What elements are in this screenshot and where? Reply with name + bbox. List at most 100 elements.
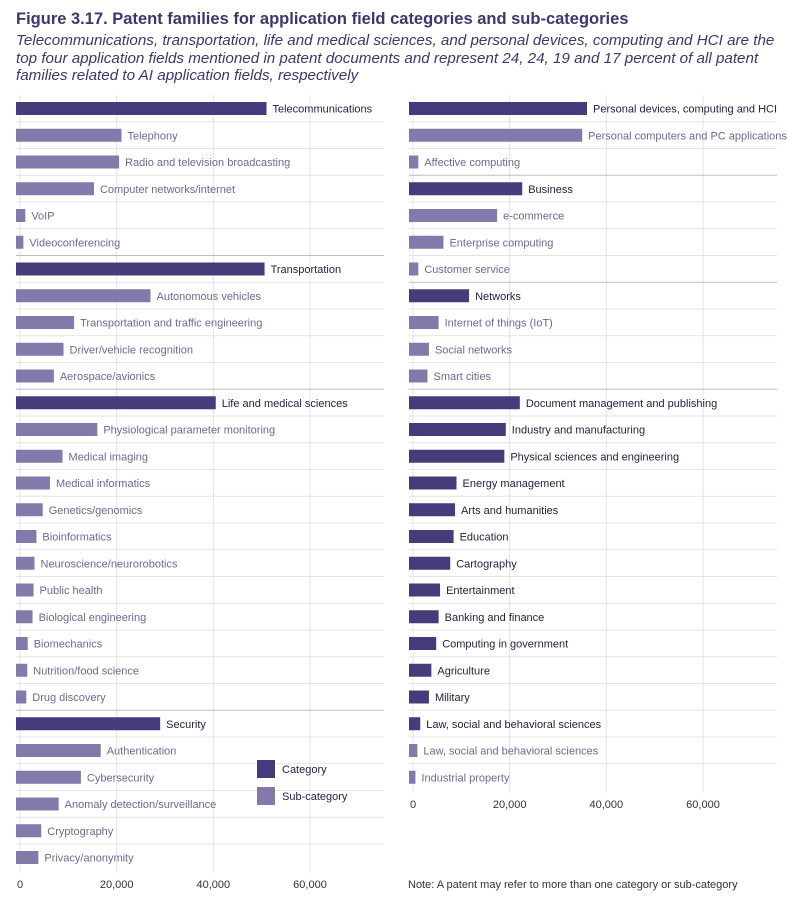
footnote: Note: A patent may refer to more than on… xyxy=(408,879,738,891)
category-bar xyxy=(409,102,587,115)
category-bar xyxy=(16,102,267,115)
subcategory-bar xyxy=(16,824,42,838)
subcategory-label: Genetics/genomics xyxy=(49,505,143,517)
subcategory-label: Privacy/anonymity xyxy=(44,853,134,865)
subcategory-bar xyxy=(16,690,27,704)
legend-category-swatch xyxy=(257,760,275,778)
subcategory-label: Social networks xyxy=(435,344,513,356)
subcategory-label: Computer networks/internet xyxy=(100,184,235,196)
subcategory-label: Videoconferencing xyxy=(29,237,120,249)
subcategory-bar xyxy=(16,235,24,249)
category-bar xyxy=(409,690,429,704)
subcategory-label: Enterprise computing xyxy=(449,237,553,249)
legend-category-label: Category xyxy=(282,764,327,776)
subcategory-bar xyxy=(409,744,418,757)
category-label: Banking and finance xyxy=(445,612,545,624)
subcategory-bar xyxy=(16,851,39,864)
subcategory-label: Authentication xyxy=(107,746,177,758)
subcategory-label: Cybersecurity xyxy=(87,772,155,784)
category-label: Law, social and behavioral sciences xyxy=(426,719,601,731)
subcategory-label: Medical imaging xyxy=(69,451,148,463)
category-bar xyxy=(409,610,439,624)
category-bar xyxy=(16,262,265,276)
subcategory-bar xyxy=(16,797,59,811)
category-label: Agriculture xyxy=(437,665,490,677)
category-label: Energy management xyxy=(463,478,565,490)
category-label: Computing in government xyxy=(442,639,568,651)
subcategory-bar xyxy=(409,342,429,356)
category-label: Life and medical sciences xyxy=(222,398,348,410)
subcategory-bar xyxy=(16,289,151,303)
category-bar xyxy=(409,476,457,490)
subcategory-label: Telephony xyxy=(128,130,179,142)
subcategory-label: Internet of things (IoT) xyxy=(445,318,553,330)
subcategory-bar xyxy=(16,770,81,784)
category-bar xyxy=(409,637,437,650)
subcategory-label: Aerospace/avionics xyxy=(60,371,156,383)
subcategory-bar xyxy=(409,235,444,249)
category-bar xyxy=(409,530,454,543)
subcategory-label: Law, social and behavioral sciences xyxy=(423,746,598,758)
subcategory-label: Bioinformatics xyxy=(42,532,112,544)
category-label: Business xyxy=(528,184,573,196)
subcategory-bar xyxy=(16,476,50,490)
subcategory-bar xyxy=(16,342,64,356)
subcategory-bar xyxy=(16,449,63,463)
x-tick-label: 40,000 xyxy=(590,799,624,811)
category-label: Document management and publishing xyxy=(526,398,717,410)
subcategory-label: Autonomous vehicles xyxy=(157,291,262,303)
subcategory-bar xyxy=(16,583,34,597)
x-tick-label: 20,000 xyxy=(493,799,527,811)
category-label: Networks xyxy=(475,291,521,303)
category-label: Telecommunications xyxy=(273,104,373,116)
category-label: Transportation xyxy=(271,264,342,276)
figure-subtitle: Telecommunications, transportation, life… xyxy=(16,32,775,84)
category-label: Entertainment xyxy=(446,585,514,597)
x-tick-label: 20,000 xyxy=(100,879,134,891)
subcategory-label: Anomaly detection/surveillance xyxy=(65,799,217,811)
subcategory-label: Driver/vehicle recognition xyxy=(70,344,194,356)
subcategory-label: Smart cities xyxy=(434,371,492,383)
category-bar xyxy=(409,423,506,436)
subcategory-bar xyxy=(409,316,439,329)
subcategory-bar xyxy=(16,610,33,624)
x-tick-label: 60,000 xyxy=(293,879,327,891)
subcategory-label: Cryptography xyxy=(47,826,114,838)
category-bar xyxy=(409,717,421,731)
subcategory-bar xyxy=(409,262,419,276)
subcategory-label: VoIP xyxy=(31,211,54,223)
figure-title: Figure 3.17. Patent families for applica… xyxy=(16,10,629,28)
subcategory-label: Drug discovery xyxy=(32,692,106,704)
subcategory-label: Public health xyxy=(40,585,103,597)
subcategory-bar xyxy=(409,369,428,383)
subcategory-label: Customer service xyxy=(424,264,510,276)
category-bar xyxy=(409,182,523,196)
category-bar xyxy=(16,396,216,410)
subcategory-bar xyxy=(16,530,37,543)
subcategory-bar xyxy=(16,744,101,757)
x-tick-label: 0 xyxy=(410,799,416,811)
category-bar xyxy=(409,449,505,463)
subcategory-bar xyxy=(409,770,416,784)
subcategory-label: Radio and television broadcasting xyxy=(125,157,290,169)
subcategory-label: Nutrition/food science xyxy=(33,665,139,677)
subcategory-bar xyxy=(16,423,98,436)
category-label: Military xyxy=(435,692,470,704)
category-label: Security xyxy=(166,719,206,731)
category-bar xyxy=(409,396,520,410)
subcategory-bar xyxy=(16,316,75,329)
category-bar xyxy=(409,503,456,517)
subcategory-label: Biomechanics xyxy=(34,639,103,651)
subcategory-label: Industrial property xyxy=(421,772,510,784)
category-label: Cartography xyxy=(456,558,517,570)
subcategory-label: Neuroscience/neurorobotics xyxy=(41,558,178,570)
subcategory-bar xyxy=(16,128,122,142)
subcategory-label: Biological engineering xyxy=(39,612,147,624)
subcategory-bar xyxy=(16,182,94,196)
category-bar xyxy=(409,289,470,303)
category-bar xyxy=(16,717,161,731)
x-tick-label: 40,000 xyxy=(197,879,231,891)
subcategory-bar xyxy=(409,155,419,169)
subcategory-label: Personal computers and PC applications xyxy=(588,130,787,142)
